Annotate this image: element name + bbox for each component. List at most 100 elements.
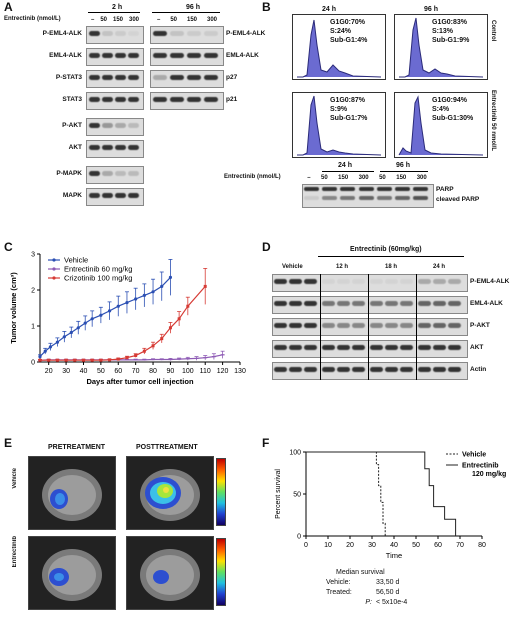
cleaved-parp-row-label: cleaved PARP xyxy=(436,196,480,203)
dose-label: 150 xyxy=(338,175,349,181)
hist-g1: G1G0:87% xyxy=(330,97,366,104)
data-point xyxy=(177,317,181,321)
panel-a-label: A xyxy=(4,0,13,14)
blot-band xyxy=(370,345,383,350)
blot-band xyxy=(289,301,302,306)
x-tick-label: 0 xyxy=(304,542,308,549)
parp-row-label: PARP xyxy=(436,186,454,193)
blot-band xyxy=(128,75,139,80)
hist-s: S:24% xyxy=(330,28,352,35)
blot-band xyxy=(400,301,413,306)
blot-band xyxy=(187,53,201,58)
dose-label: – xyxy=(90,17,95,23)
median-p-row: P: < 5x10e-4 xyxy=(326,598,407,608)
blot-band xyxy=(89,171,100,176)
hist-text-control-24h: G1G0:70% S:24% Sub-G1:4% xyxy=(330,18,367,45)
blot-row-label: STAT3 xyxy=(62,96,82,103)
blot-row-label: EML4-ALK xyxy=(49,52,82,59)
data-point xyxy=(142,293,146,297)
tumor-volume-chart: 0 1 2 3 20 30 40 50 60 70 80 90 100 110 120 130 Tumor vo… xyxy=(9,252,246,387)
blot-band xyxy=(204,75,218,80)
blot-band xyxy=(153,53,167,58)
blot-band xyxy=(340,196,356,200)
panel-d-group-vehicle: Vehicle xyxy=(282,264,303,270)
dose-label: 50 xyxy=(170,17,177,23)
blot-band xyxy=(337,323,350,328)
blot-band xyxy=(102,75,113,80)
data-point xyxy=(151,344,155,348)
dose-label: 50 xyxy=(321,175,328,181)
parp-drug-label: Entrectinib (nmol/L) xyxy=(224,174,281,180)
survival-chart: 0 50 100 0 10 20 30 40 50 60 70 80 Percent survival T… xyxy=(275,450,506,561)
hist-s: S:13% xyxy=(432,28,454,35)
legend-label: Vehicle xyxy=(64,256,88,265)
blot-band xyxy=(418,301,431,306)
x-tick-label: 40 xyxy=(80,368,88,375)
blot-band xyxy=(204,31,218,36)
blot-band xyxy=(322,345,335,350)
blot-band xyxy=(395,196,410,200)
blot-band xyxy=(102,123,113,128)
legend-marker xyxy=(52,258,56,262)
dose-label: 150 xyxy=(396,175,407,181)
data-point xyxy=(62,335,66,339)
blot-band xyxy=(170,53,184,58)
blot-band xyxy=(102,31,113,36)
blot-band xyxy=(102,145,113,150)
blot-band xyxy=(352,323,365,328)
x-tick-label: 100 xyxy=(182,368,194,375)
median-survival-title: Median survival xyxy=(336,569,385,576)
blot-band xyxy=(433,323,446,328)
blot-band xyxy=(358,187,374,191)
blot-band xyxy=(128,31,139,36)
blot-band xyxy=(395,187,410,191)
blot-band xyxy=(274,345,287,350)
blot-band xyxy=(400,345,413,350)
blot-strip xyxy=(150,26,224,44)
dose-label: 50 xyxy=(100,17,107,23)
median-treated-value: 56,50 d xyxy=(376,589,400,596)
blot-band xyxy=(128,193,139,198)
histogram-control-24h xyxy=(292,14,386,80)
blot-band xyxy=(102,193,113,198)
hist-subg1: Sub-G1:9% xyxy=(432,37,470,44)
data-point xyxy=(38,355,42,359)
blot-band xyxy=(370,367,383,372)
histogram-treated-96h xyxy=(394,92,488,158)
x-tick-label: 40 xyxy=(390,542,398,549)
blot-band xyxy=(115,97,126,102)
data-point xyxy=(125,301,129,305)
data-point xyxy=(48,345,53,349)
mri-entrectinib-pre xyxy=(28,536,116,610)
median-survival-block: Median survival Vehicle: 33,50 d Treated… xyxy=(326,568,407,608)
blot-row-label: P-EML4-ALK xyxy=(470,278,510,285)
dose-label: 150 xyxy=(112,17,123,23)
y-tick-label: 0 xyxy=(31,360,35,367)
data-point xyxy=(69,330,73,335)
blot-band xyxy=(448,367,461,372)
histogram-curve xyxy=(297,19,382,78)
median-p-value: < 5x10e-4 xyxy=(376,599,408,606)
lane-divider xyxy=(368,274,369,380)
blot-band xyxy=(274,301,287,306)
panel-b-time-96h: 96 h xyxy=(424,6,439,13)
mri-vehicle-pre xyxy=(28,456,116,530)
blot-band xyxy=(385,279,398,284)
blot-band xyxy=(115,145,126,150)
blot-band xyxy=(115,123,126,128)
blot-band xyxy=(448,323,461,328)
y-axis-label: Percent survival xyxy=(275,469,282,519)
hist-s: S:4% xyxy=(432,106,450,113)
panel-b-label: B xyxy=(262,0,271,14)
parp-24h-bracket xyxy=(322,171,374,172)
data-point xyxy=(99,313,103,317)
legend-label: Crizotinib 100 mg/kg xyxy=(64,274,132,283)
data-point xyxy=(203,284,207,288)
blot-row-label: P-MAPK xyxy=(56,170,82,177)
colorscale-bar-bottom xyxy=(216,538,226,606)
data-point xyxy=(134,297,138,301)
x-axis-label: Time xyxy=(386,551,402,560)
data-point xyxy=(43,349,47,353)
x-tick-label: 50 xyxy=(412,542,420,549)
data-point xyxy=(160,284,164,288)
